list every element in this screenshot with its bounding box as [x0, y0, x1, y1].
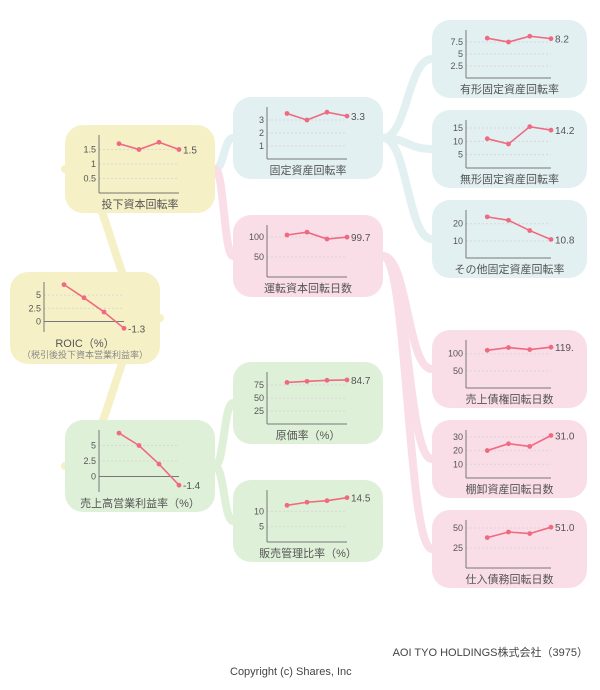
node-label: 販売管理比率（%） [241, 548, 375, 561]
node-label: 仕入債務回転日数 [440, 574, 579, 587]
svg-text:50: 50 [453, 366, 463, 376]
node-opmargin: 0 2.5 5 -1.4 売上高営業利益率（%） [65, 420, 215, 512]
mini-chart: 0 2.5 5 -1.3 [18, 278, 152, 336]
svg-text:1.5: 1.5 [183, 146, 197, 157]
svg-text:5: 5 [259, 522, 264, 532]
node-label: 投下資本回転率 [73, 199, 207, 212]
svg-text:8.2: 8.2 [555, 35, 569, 46]
svg-text:119.: 119. [555, 343, 574, 354]
node-label: 固定資産回転率 [241, 165, 375, 178]
node-label: 有形固定資産回転率 [440, 84, 579, 97]
node-invdays: 10 20 30 31.0 棚卸資産回転日数 [432, 420, 587, 498]
svg-text:14.5: 14.5 [351, 494, 371, 505]
node-label: その他固定資産回転率 [440, 264, 579, 277]
svg-text:10: 10 [453, 136, 463, 146]
node-wcdays: 50 100 99.7 運転資本回転日数 [233, 215, 383, 297]
svg-text:99.7: 99.7 [351, 233, 371, 244]
node-sublabel: （税引後投下資本営業利益率） [18, 351, 152, 361]
svg-text:100: 100 [249, 232, 264, 242]
mini-chart: 25 50 51.0 [440, 516, 579, 572]
svg-text:7.5: 7.5 [450, 37, 463, 47]
edge [215, 466, 233, 521]
svg-text:31.0: 31.0 [555, 431, 575, 442]
node-label: 原価率（%） [241, 430, 375, 443]
svg-text:20: 20 [453, 446, 463, 456]
svg-text:50: 50 [254, 252, 264, 262]
svg-text:15: 15 [453, 123, 463, 133]
mini-chart: 10 20 30 31.0 [440, 426, 579, 482]
mini-chart: 2.5 5 7.5 8.2 [440, 26, 579, 82]
diagram-canvas: 02.55-1.3ROIC（%）（税引後投下資本営業利益率）0.511.51.5… [0, 0, 600, 690]
edge [383, 138, 432, 239]
svg-text:2.5: 2.5 [28, 303, 41, 313]
svg-text:5: 5 [458, 150, 463, 160]
svg-text:10: 10 [254, 506, 264, 516]
node-label: 棚卸資産回転日数 [440, 484, 579, 497]
svg-text:-1.4: -1.4 [183, 481, 201, 492]
svg-text:2.5: 2.5 [83, 456, 96, 466]
svg-text:14.2: 14.2 [555, 126, 575, 137]
svg-text:-1.3: -1.3 [128, 324, 146, 335]
svg-text:10: 10 [453, 236, 463, 246]
node-roic: 02.55-1.3ROIC（%）（税引後投下資本営業利益率） [10, 272, 160, 364]
svg-text:30: 30 [453, 432, 463, 442]
edge [383, 59, 432, 138]
node-label: 無形固定資産回転率 [440, 174, 579, 187]
copyright-text: Copyright (c) Shares, Inc [230, 666, 352, 678]
node-sgaratio: 5 10 14.5 販売管理比率（%） [233, 480, 383, 562]
svg-text:51.0: 51.0 [555, 523, 575, 534]
mini-chart: 5 10 14.5 [241, 486, 375, 546]
svg-text:25: 25 [254, 406, 264, 416]
mini-chart: 10 20 10.8 [440, 206, 579, 262]
svg-text:3: 3 [259, 115, 264, 125]
svg-text:75: 75 [254, 380, 264, 390]
mini-chart: 50 100 119. [440, 336, 579, 392]
mini-chart: 0 2.5 5 -1.4 [73, 426, 207, 496]
mini-chart: 5 10 15 14.2 [440, 116, 579, 172]
node-otherfa: 10 20 10.8 その他固定資産回転率 [432, 200, 587, 278]
node-fixedturn: 1 2 3 3.3 固定資産回転率 [233, 97, 383, 179]
svg-text:5: 5 [91, 441, 96, 451]
mini-chart: 1 2 3 3.3 [241, 103, 375, 163]
svg-text:0: 0 [36, 316, 41, 326]
svg-text:0: 0 [91, 472, 96, 482]
svg-text:5: 5 [36, 290, 41, 300]
node-tangible: 2.5 5 7.5 8.2 有形固定資産回転率 [432, 20, 587, 98]
edge [215, 169, 233, 256]
svg-text:3.3: 3.3 [351, 112, 365, 123]
node-label: 運転資本回転日数 [241, 283, 375, 296]
node-label: 売上高営業利益率（%） [73, 498, 207, 511]
svg-text:10: 10 [453, 459, 463, 469]
svg-text:1: 1 [259, 141, 264, 151]
node-intangible: 5 10 15 14.2 無形固定資産回転率 [432, 110, 587, 188]
node-ardays: 50 100 119. 売上債権回転日数 [432, 330, 587, 408]
node-costratio: 25 50 75 84.7 原価率（%） [233, 362, 383, 444]
svg-text:100: 100 [448, 349, 463, 359]
svg-text:0.5: 0.5 [83, 174, 96, 184]
node-apdays: 25 50 51.0 仕入債務回転日数 [432, 510, 587, 588]
svg-text:1: 1 [91, 159, 96, 169]
svg-text:25: 25 [453, 543, 463, 553]
svg-text:50: 50 [254, 393, 264, 403]
mini-chart: 50 100 99.7 [241, 221, 375, 281]
mini-chart: 0.5 1 1.5 1.5 [73, 131, 207, 197]
edge [215, 403, 233, 466]
svg-text:84.7: 84.7 [351, 376, 371, 387]
node-invturn: 0.5 1 1.5 1.5 投下資本回転率 [65, 125, 215, 213]
node-label: 売上債権回転日数 [440, 394, 579, 407]
svg-text:10.8: 10.8 [555, 235, 575, 246]
svg-text:1.5: 1.5 [83, 145, 96, 155]
svg-text:20: 20 [453, 219, 463, 229]
svg-text:50: 50 [453, 523, 463, 533]
svg-text:5: 5 [458, 49, 463, 59]
svg-text:2: 2 [259, 128, 264, 138]
svg-text:2.5: 2.5 [450, 61, 463, 71]
edge [215, 138, 233, 169]
company-name: AOI TYO HOLDINGS株式会社（3975） [393, 644, 588, 660]
mini-chart: 25 50 75 84.7 [241, 368, 375, 428]
